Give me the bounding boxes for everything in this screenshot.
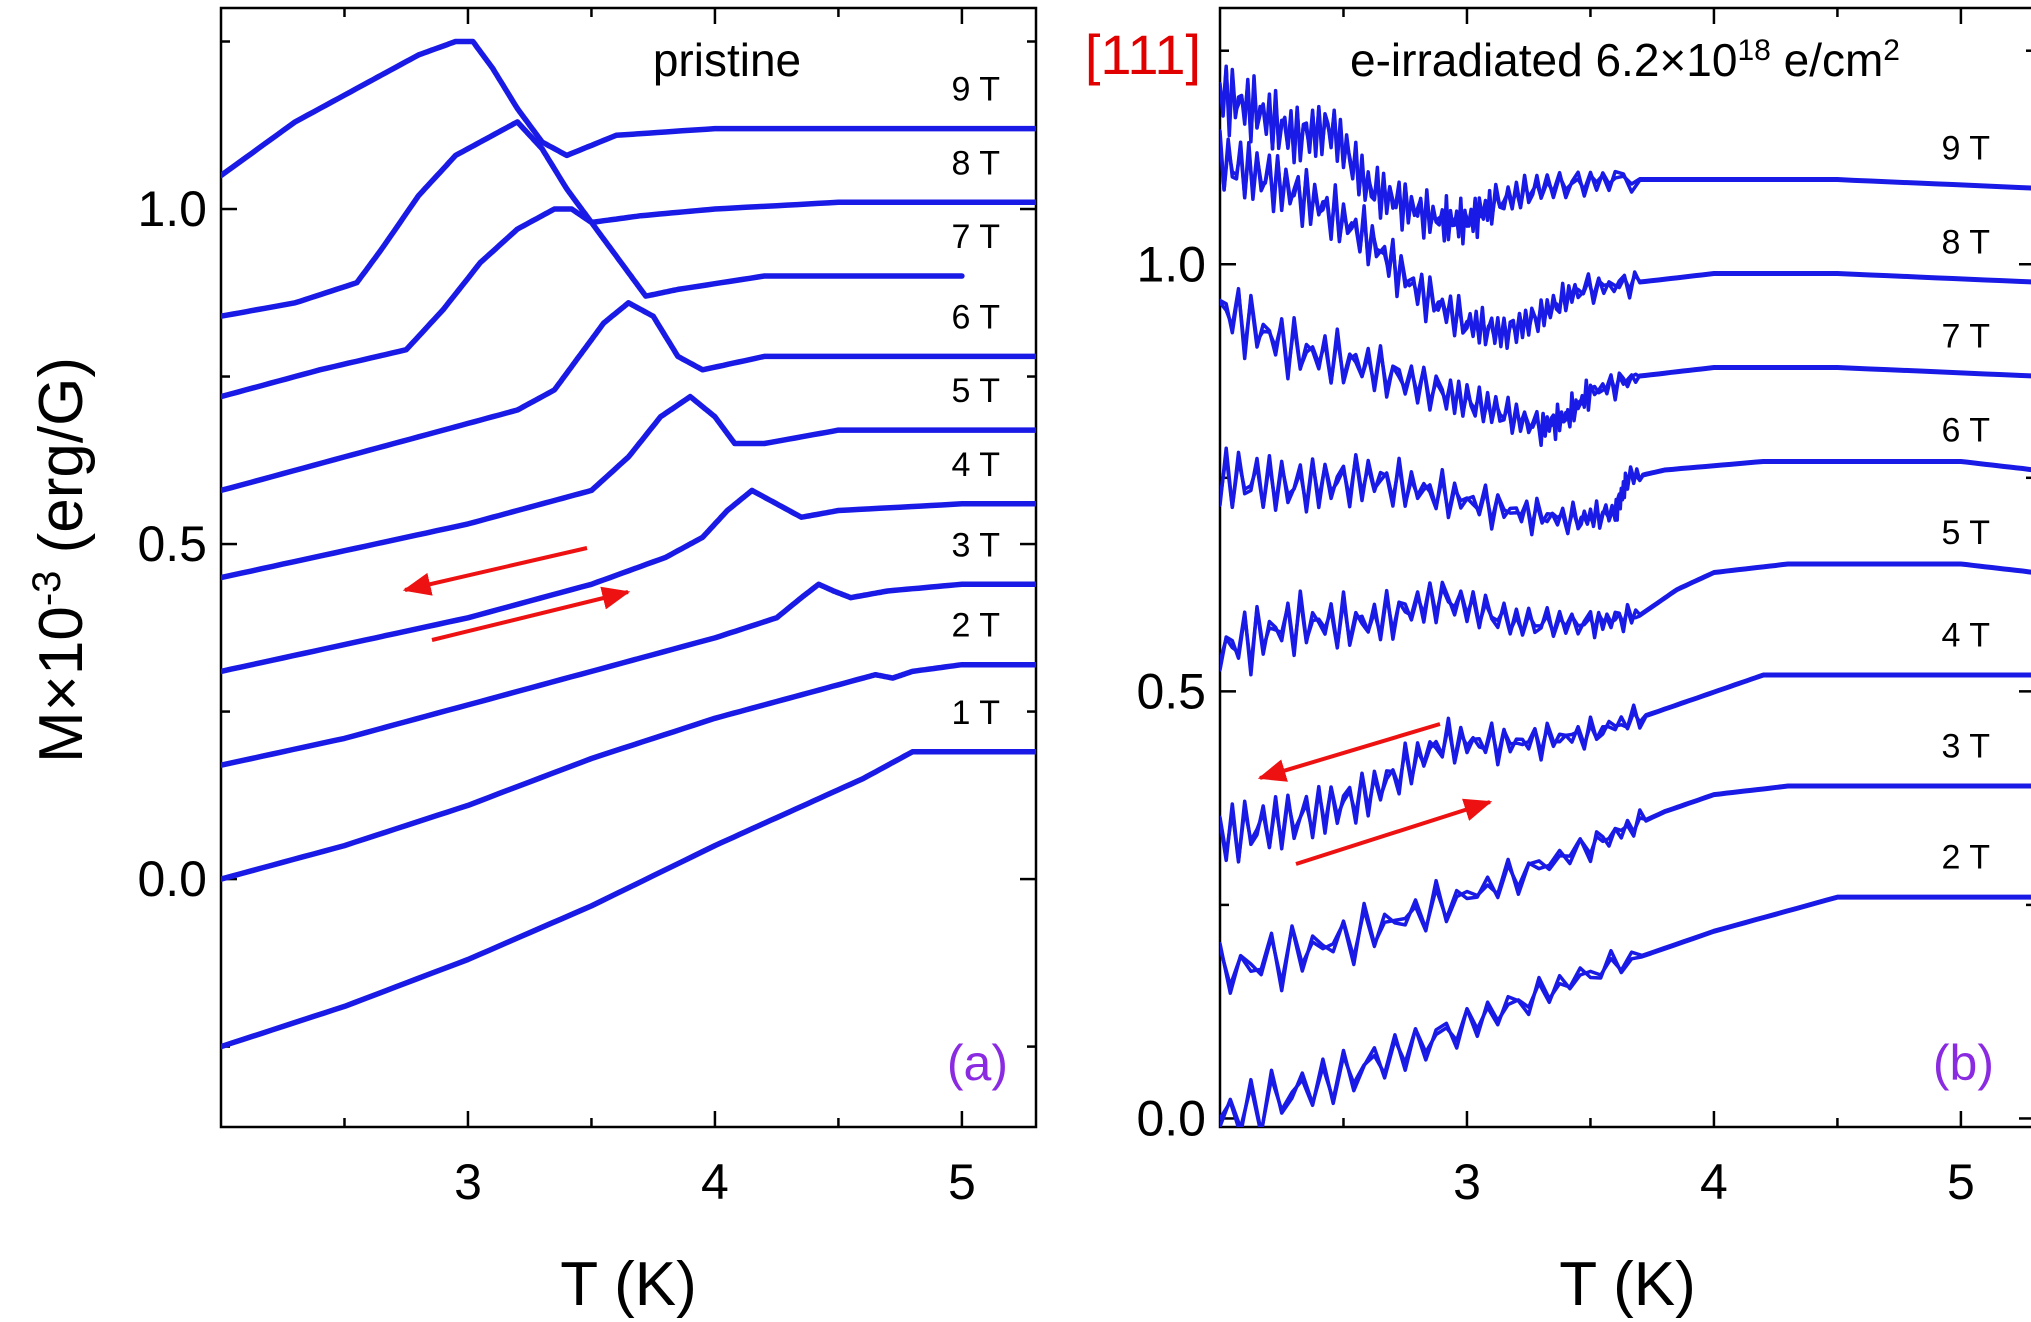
series-line-return-4t bbox=[1220, 674, 2031, 864]
y-tick-label: 0.5 bbox=[1136, 663, 1206, 719]
sample-annotation: pristine bbox=[653, 34, 801, 86]
x-axis-label: T (K) bbox=[1559, 1250, 1696, 1319]
cooling-arrow-b bbox=[1257, 722, 1441, 782]
warming-arrow-a bbox=[431, 586, 631, 642]
y-tick-label: 0.0 bbox=[137, 851, 207, 907]
y-axis-label: M×10-3 (erg/G) bbox=[25, 357, 96, 763]
field-label: 9 T bbox=[951, 71, 1000, 109]
field-label: 8 T bbox=[951, 144, 1000, 182]
field-label: 6 T bbox=[1941, 411, 1990, 449]
series-line-2t bbox=[221, 661, 1036, 882]
x-tick-label: 3 bbox=[1453, 1154, 1481, 1210]
crystal-orientation-label: [111] bbox=[1085, 23, 1201, 86]
series-line-return-7t bbox=[1220, 286, 2031, 448]
y-tick-label: 0.5 bbox=[137, 516, 207, 572]
field-label: 3 T bbox=[951, 526, 1000, 564]
cooling-arrow-a bbox=[402, 546, 588, 596]
field-label: 5 T bbox=[1941, 514, 1990, 552]
series-line-return-9t bbox=[1220, 64, 2031, 246]
field-label: 9 T bbox=[1941, 129, 1990, 167]
field-label: 7 T bbox=[1941, 317, 1990, 355]
x-axis-label: T (K) bbox=[560, 1250, 697, 1319]
warming-arrow-b bbox=[1295, 798, 1493, 866]
series-line-7t bbox=[221, 206, 965, 400]
field-label: 8 T bbox=[1941, 223, 1990, 261]
series-line-return-3t bbox=[1220, 785, 2031, 993]
series-line-return-8t bbox=[1220, 136, 2031, 351]
plot-frame bbox=[1218, 6, 2031, 1129]
field-label: 4 T bbox=[951, 446, 1000, 484]
x-tick-label: 4 bbox=[701, 1154, 729, 1210]
x-tick-label: 5 bbox=[948, 1154, 976, 1210]
series-line-return-2t bbox=[1220, 896, 2031, 1127]
panel-label: (b) bbox=[1933, 1035, 1994, 1091]
series-line-6t bbox=[221, 300, 1036, 494]
field-label: 7 T bbox=[951, 218, 1000, 256]
y-tick-label: 1.0 bbox=[1136, 236, 1206, 292]
field-label: 1 T bbox=[951, 694, 1000, 732]
series-line-3t bbox=[221, 581, 1036, 768]
series-line-return-6t bbox=[1220, 450, 2031, 537]
sample-annotation: e-irradiated 6.2×1018 e/cm2 bbox=[1350, 34, 1900, 87]
y-tick-label: 0.0 bbox=[1136, 1090, 1206, 1146]
series-line-return-5t bbox=[1220, 562, 2031, 677]
field-label: 2 T bbox=[1941, 838, 1990, 876]
y-tick-label: 1.0 bbox=[137, 181, 207, 237]
field-label: 5 T bbox=[951, 372, 1000, 410]
x-tick-label: 4 bbox=[1700, 1154, 1728, 1210]
field-label: 4 T bbox=[1941, 616, 1990, 654]
series-line-4t bbox=[221, 487, 1036, 675]
field-label: 2 T bbox=[951, 607, 1000, 645]
series-line-1t bbox=[221, 749, 1036, 1050]
panel-a: 3 4 5 0.0 0.5 1.0 T (K) 1 T 2 T 3 T 4 T 5 T 6 T 7 T 8 … bbox=[137, 6, 1038, 1319]
x-tick-label: 5 bbox=[1947, 1154, 1975, 1210]
panel-b: 3 4 5 0.0 0.5 1.0 T (K) 2 T 3 T 4 T 5 T 6 T 7 T 8 T 9 … bbox=[1136, 6, 2031, 1319]
series-line-4t bbox=[1220, 672, 2031, 863]
field-label: 6 T bbox=[951, 298, 1000, 336]
field-label: 3 T bbox=[1941, 727, 1990, 765]
x-tick-label: 3 bbox=[454, 1154, 482, 1210]
series-line-9t bbox=[221, 38, 1036, 179]
series-line-5t bbox=[221, 393, 1036, 581]
plot-frame bbox=[219, 6, 1038, 1129]
series-line-8t bbox=[221, 119, 1036, 319]
panel-label: (a) bbox=[947, 1035, 1008, 1091]
